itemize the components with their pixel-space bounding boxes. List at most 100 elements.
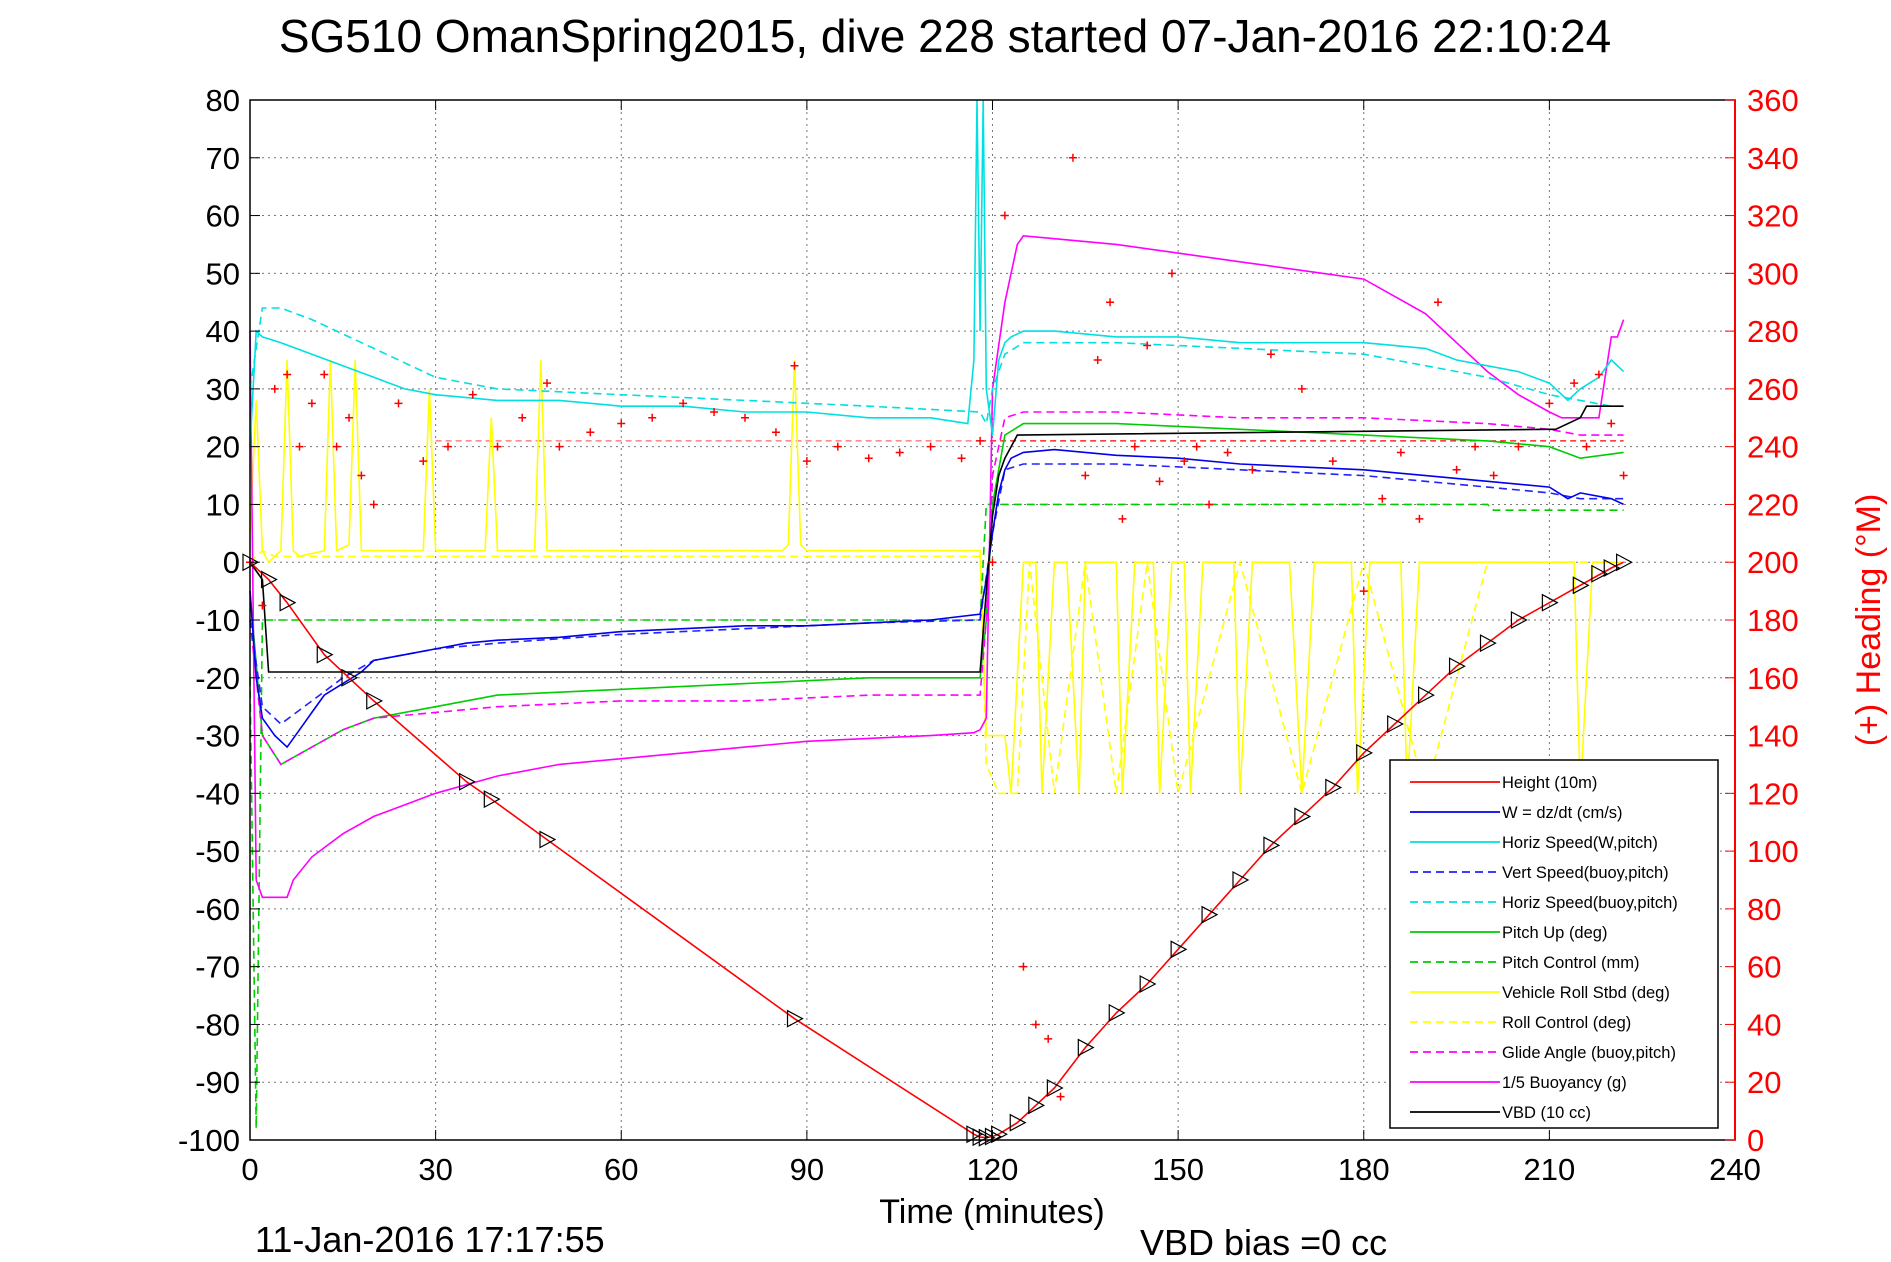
- x-tick-label: 30: [418, 1152, 452, 1187]
- series-line-vert_buoy: [249, 463, 1624, 726]
- heading-point: [1044, 1034, 1053, 1043]
- heading-point: [1434, 298, 1442, 307]
- y2-tick-label: 280: [1747, 314, 1799, 349]
- heading-point: [1619, 471, 1628, 480]
- heading-point: [1205, 500, 1214, 509]
- height-marker: [1263, 836, 1281, 855]
- height-marker: [483, 790, 501, 809]
- legend-label-horiz: Horiz Speed(W,pitch): [1502, 834, 1658, 852]
- heading-point: [1545, 399, 1554, 408]
- footer-vbd-bias: VBD bias =0 cc: [1140, 1222, 1387, 1262]
- y2-axis-label: (+) Heading (°M): [1850, 494, 1888, 747]
- legend-label-horiz_buoy: Horiz Speed(buoy,pitch): [1502, 894, 1678, 912]
- heading-point: [555, 442, 564, 451]
- series-line-height: [249, 561, 1624, 1139]
- heading-point: [1081, 471, 1090, 480]
- heading-point: [1192, 442, 1201, 451]
- heading-point: [1489, 471, 1498, 480]
- height-marker: [1448, 657, 1466, 676]
- heading-point: [1452, 465, 1461, 474]
- legend-box: [1389, 759, 1719, 1129]
- heading-point: [710, 408, 719, 416]
- y-tick-label: -30: [195, 719, 240, 754]
- series-line-horiz_buoy: [249, 307, 1624, 427]
- legend: Height (10m) W = dz/dt (cm/s) Horiz Speed(…: [1389, 759, 1719, 1129]
- y-axis-ticks: 80 70 60 50 40 30 20 10 0 -10 -20 -30 -40 -50 -60 -70 -8…: [178, 83, 260, 1158]
- heading-point: [1143, 341, 1152, 350]
- legend-label-roll_ctrl: Roll Control (deg): [1502, 1014, 1631, 1032]
- y-tick-label: 80: [206, 83, 240, 118]
- heading-point: [493, 442, 502, 451]
- y2-tick-label: 140: [1747, 719, 1799, 754]
- heading-point: [1106, 298, 1115, 307]
- x-tick-label: 180: [1338, 1152, 1390, 1187]
- heading-point: [679, 399, 688, 408]
- legend-label-glide: Glide Angle (buoy,pitch): [1502, 1044, 1676, 1062]
- y2-tick-label: 0: [1747, 1123, 1764, 1158]
- y-tick-label: -100: [178, 1123, 240, 1158]
- y2-tick-label: 300: [1747, 256, 1799, 291]
- height-marker: [366, 691, 384, 710]
- height-marker: [786, 1009, 804, 1028]
- y2-tick-label: 220: [1747, 487, 1799, 522]
- series-line-roll: [249, 359, 1624, 794]
- heading-point: [394, 399, 403, 408]
- y-tick-label: 10: [206, 487, 240, 522]
- height-marker: [1046, 1079, 1064, 1097]
- y2-tick-label: 20: [1747, 1065, 1781, 1100]
- heading-point: [1514, 442, 1523, 451]
- legend-label-pitch_ctrl: Pitch Control (mm): [1502, 954, 1640, 972]
- height-marker: [260, 570, 278, 589]
- height-marker: [341, 668, 359, 687]
- heading-point: [1396, 448, 1405, 457]
- heading-point: [1378, 494, 1387, 503]
- height-marker: [1541, 593, 1559, 612]
- heading-point: [771, 428, 780, 437]
- y2-tick-label: 260: [1747, 372, 1799, 407]
- heading-point: [1056, 1092, 1065, 1101]
- heading-point: [1328, 457, 1337, 466]
- y-tick-label: -60: [195, 892, 240, 927]
- heading-point: [1471, 442, 1480, 451]
- heading-point: [864, 454, 873, 463]
- heading-point: [444, 442, 452, 451]
- height-marker: [1009, 1113, 1027, 1132]
- y2-tick-label: 340: [1747, 141, 1799, 176]
- heading-point: [926, 442, 935, 451]
- height-marker: [1356, 743, 1374, 762]
- heading-point: [543, 379, 551, 388]
- heading-point: [895, 448, 904, 457]
- series-line-w: [249, 448, 1624, 749]
- y-tick-label: -50: [195, 834, 240, 869]
- heading-point: [790, 361, 799, 370]
- series-layer: [242, 99, 1633, 1147]
- height-marker: [1077, 1038, 1095, 1057]
- height-marker: [1232, 871, 1250, 889]
- x-tick-label: 240: [1709, 1152, 1761, 1187]
- legend-label-vert_buoy: Vert Speed(buoy,pitch): [1502, 864, 1669, 882]
- chart-title: SG510 OmanSpring2015, dive 228 started 0…: [279, 10, 1611, 62]
- height-marker: [316, 645, 334, 664]
- heading-point: [586, 428, 595, 437]
- y2-tick-label: 240: [1747, 430, 1799, 465]
- y-tick-label: 60: [206, 199, 240, 234]
- heading-point: [833, 442, 842, 451]
- heading-point: [1167, 269, 1176, 278]
- y-tick-label: 50: [206, 256, 240, 291]
- y2-tick-label: 100: [1747, 834, 1799, 869]
- heading-point: [1019, 962, 1028, 971]
- x-axis-ticks: 0 30 60 90 120 150 180 210 240: [241, 100, 1761, 1187]
- heading-point: [1118, 514, 1127, 523]
- legend-label-vbd: VBD (10 cc): [1502, 1104, 1591, 1122]
- footer-timestamp: 11-Jan-2016 17:17:55: [255, 1219, 605, 1260]
- y-tick-label: -40: [195, 776, 240, 811]
- y-tick-label: -70: [195, 950, 240, 985]
- heading-point: [1359, 587, 1368, 596]
- series-line-glide: [249, 411, 1624, 766]
- height-marker: [1479, 634, 1497, 653]
- height-marker: [1028, 1096, 1046, 1115]
- heading-point: [741, 413, 749, 422]
- height-marker: [1616, 553, 1633, 572]
- heading-point: [1297, 384, 1306, 393]
